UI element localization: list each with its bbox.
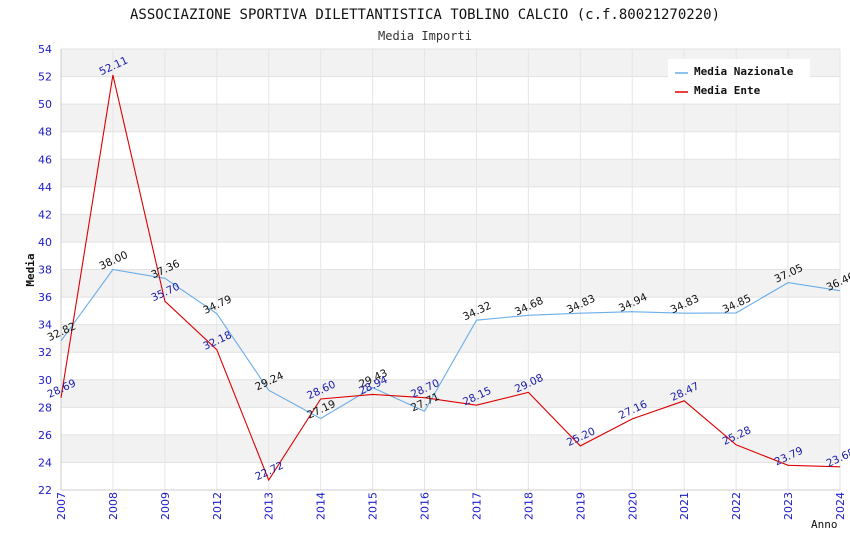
y-tick-label: 38 bbox=[38, 264, 52, 277]
chart-title: ASSOCIAZIONE SPORTIVA DILETTANTISTICA TO… bbox=[130, 7, 720, 23]
grid-band bbox=[61, 131, 840, 160]
grid-band bbox=[61, 159, 840, 187]
y-tick-label: 52 bbox=[38, 71, 52, 84]
x-axis-ticks: 2007 2008 2009 2012 2013 2014 2015 2016 2017 2018… bbox=[55, 492, 847, 520]
grid-band bbox=[61, 297, 840, 325]
legend-label-media-nazionale: Media Nazionale bbox=[694, 65, 794, 78]
x-axis-label: Anno bbox=[811, 518, 838, 531]
grid-band bbox=[61, 104, 840, 132]
y-tick-label: 32 bbox=[38, 346, 52, 359]
x-tick-label: 2019 bbox=[574, 492, 587, 520]
series-line-media-nazionale bbox=[60, 268, 841, 420]
x-tick-label: 2015 bbox=[367, 492, 380, 520]
legend-box bbox=[668, 59, 810, 103]
y-axis-label: Media bbox=[24, 253, 37, 286]
series-lines bbox=[60, 74, 841, 482]
y-tick-label: 36 bbox=[38, 291, 52, 304]
grid-band bbox=[61, 434, 840, 463]
grid-band bbox=[61, 324, 840, 353]
x-tick-label: 2008 bbox=[107, 492, 120, 520]
y-tick-label: 28 bbox=[38, 401, 52, 414]
y-tick-label: 48 bbox=[38, 126, 52, 139]
x-tick-label: 2009 bbox=[159, 492, 172, 520]
y-tick-label: 42 bbox=[38, 208, 52, 221]
x-tick-label: 2013 bbox=[263, 492, 276, 520]
legend: Media Nazionale Media Ente bbox=[668, 59, 810, 103]
x-tick-label: 2022 bbox=[730, 492, 743, 520]
y-tick-label: 44 bbox=[38, 181, 52, 194]
x-tick-label: 2016 bbox=[419, 492, 432, 520]
y-axis-ticks: 22 24 26 28 30 32 34 36 38 40 42 44 46 48 50 52 54 bbox=[38, 43, 52, 497]
y-tick-label: 54 bbox=[38, 43, 52, 56]
chart-subtitle: Media Importi bbox=[378, 29, 472, 43]
x-tick-label: 2014 bbox=[315, 492, 328, 520]
series-line-media-ente bbox=[60, 74, 841, 482]
x-tick-label: 2007 bbox=[55, 492, 68, 520]
y-tick-label: 22 bbox=[38, 484, 52, 497]
y-tick-label: 26 bbox=[38, 429, 52, 442]
x-tick-label: 2012 bbox=[211, 492, 224, 520]
x-tick-label: 2017 bbox=[470, 492, 483, 520]
y-tick-label: 30 bbox=[38, 374, 52, 387]
x-tick-label: 2024 bbox=[834, 492, 847, 520]
y-tick-label: 50 bbox=[38, 98, 52, 111]
y-tick-label: 40 bbox=[38, 236, 52, 249]
x-tick-label: 2021 bbox=[678, 492, 691, 520]
grid-band bbox=[61, 214, 840, 242]
y-tick-label: 46 bbox=[38, 153, 52, 166]
x-tick-label: 2020 bbox=[626, 492, 639, 520]
grid-band bbox=[61, 407, 840, 435]
x-tick-label: 2023 bbox=[782, 492, 795, 520]
legend-label-media-ente: Media Ente bbox=[694, 84, 761, 97]
grid-band bbox=[61, 269, 840, 298]
grid-band bbox=[61, 379, 840, 408]
grid-band bbox=[61, 186, 840, 215]
grid-band bbox=[61, 241, 840, 270]
grid-band bbox=[61, 462, 840, 490]
y-tick-label: 34 bbox=[38, 319, 52, 332]
y-tick-label: 24 bbox=[38, 456, 52, 469]
x-tick-label: 2018 bbox=[522, 492, 535, 520]
grid-bands bbox=[60, 48, 841, 491]
